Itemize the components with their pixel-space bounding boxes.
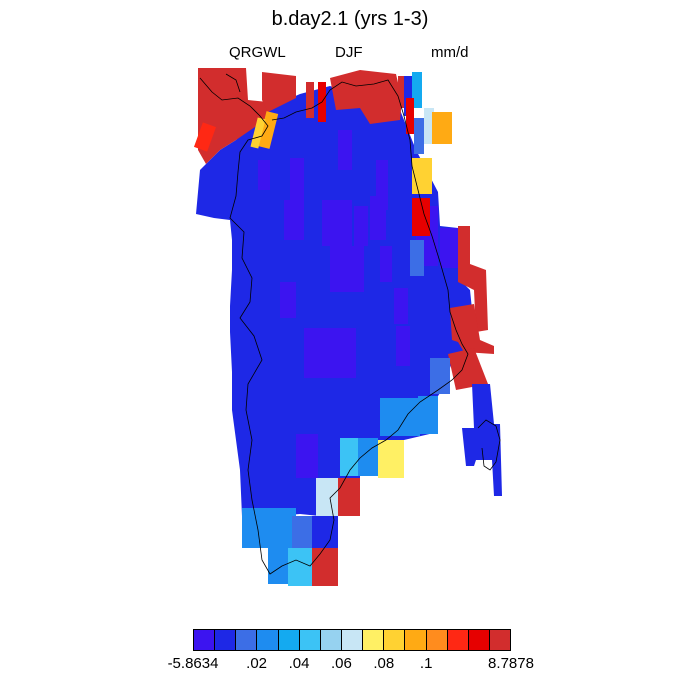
map-cell: [440, 228, 460, 268]
coastline: [225, 73, 241, 93]
map-cell: [312, 548, 338, 586]
map-cell: [284, 200, 304, 240]
colorbar-swatch: [405, 630, 427, 650]
map-cell: [394, 288, 408, 324]
map-cell: [406, 98, 414, 134]
map-cell: [448, 348, 488, 390]
coastline: [199, 77, 469, 575]
colorbar-swatch: [384, 630, 406, 650]
map-cell: [290, 158, 304, 208]
map-cell: [242, 508, 296, 548]
colorbar-tick-label: 8.7878: [488, 655, 534, 672]
plot-title: b.day2.1 (yrs 1-3): [271, 8, 429, 30]
map-cell: [414, 118, 424, 154]
map-cell: [396, 326, 410, 366]
colorbar-swatch: [426, 630, 448, 650]
colorbar-swatch: [341, 630, 364, 650]
map-cell: [322, 200, 352, 246]
variable-label: QRGWL: [229, 44, 286, 61]
colorbar-swatch: [278, 630, 300, 650]
coastline: [477, 419, 501, 471]
colorbar-swatch: [468, 630, 490, 650]
map-cell: [354, 206, 368, 246]
map-cell: [338, 478, 360, 516]
map-cell: [280, 282, 296, 318]
season-label: DJF: [335, 44, 363, 61]
colorbar-swatch: [215, 630, 237, 650]
colorbar-swatch: [236, 630, 258, 650]
map-region-base: [196, 86, 476, 516]
colorbar-swatch: [194, 630, 216, 650]
map-cell: [378, 440, 404, 478]
map-cell: [412, 72, 422, 108]
colorbar-tick-label: .06: [330, 655, 352, 672]
map-cell: [338, 130, 352, 170]
map-cell: [462, 384, 502, 496]
map-cell: [458, 226, 488, 332]
map-cell: [410, 240, 424, 276]
colorbar-swatch: [363, 630, 385, 650]
map-cell: [250, 117, 266, 149]
map-cell: [193, 122, 217, 152]
map-cell: [288, 548, 314, 586]
map-cell: [370, 196, 386, 240]
map-cell: [398, 76, 406, 108]
colorbar-swatch: [257, 630, 279, 650]
units-label: mm/d: [431, 44, 469, 61]
map-cell: [418, 396, 438, 434]
colorbar-tick-label: -5.8634: [167, 655, 219, 672]
colorbar-tick-label: .04: [288, 655, 310, 672]
map-cell: [330, 246, 364, 292]
map-cell: [306, 82, 314, 118]
colorbar-tick-label: .1: [419, 655, 433, 672]
map-cell: [432, 112, 452, 144]
colorbar-swatch: [447, 630, 469, 650]
map-cell: [424, 108, 434, 144]
map-cells: [193, 68, 502, 586]
map-cell: [304, 328, 356, 378]
colorbar-swatch: [489, 630, 511, 650]
map-cell: [198, 68, 268, 164]
map-cell: [412, 198, 430, 236]
map-cell: [316, 478, 340, 516]
colorbar-swatch: [320, 630, 342, 650]
map-cell: [257, 111, 279, 149]
colorbar-swatch: [299, 630, 321, 650]
map-cell: [262, 72, 296, 112]
colorbar-tick-label: .08: [373, 655, 395, 672]
map-cell: [404, 76, 412, 116]
map-cell: [296, 434, 318, 478]
colorbar: [193, 629, 511, 651]
colorbar-tick-label: .02: [246, 655, 268, 672]
map-cell: [380, 398, 420, 436]
map-cell: [258, 160, 270, 190]
map-cell: [380, 246, 392, 282]
map-cell: [412, 158, 432, 194]
